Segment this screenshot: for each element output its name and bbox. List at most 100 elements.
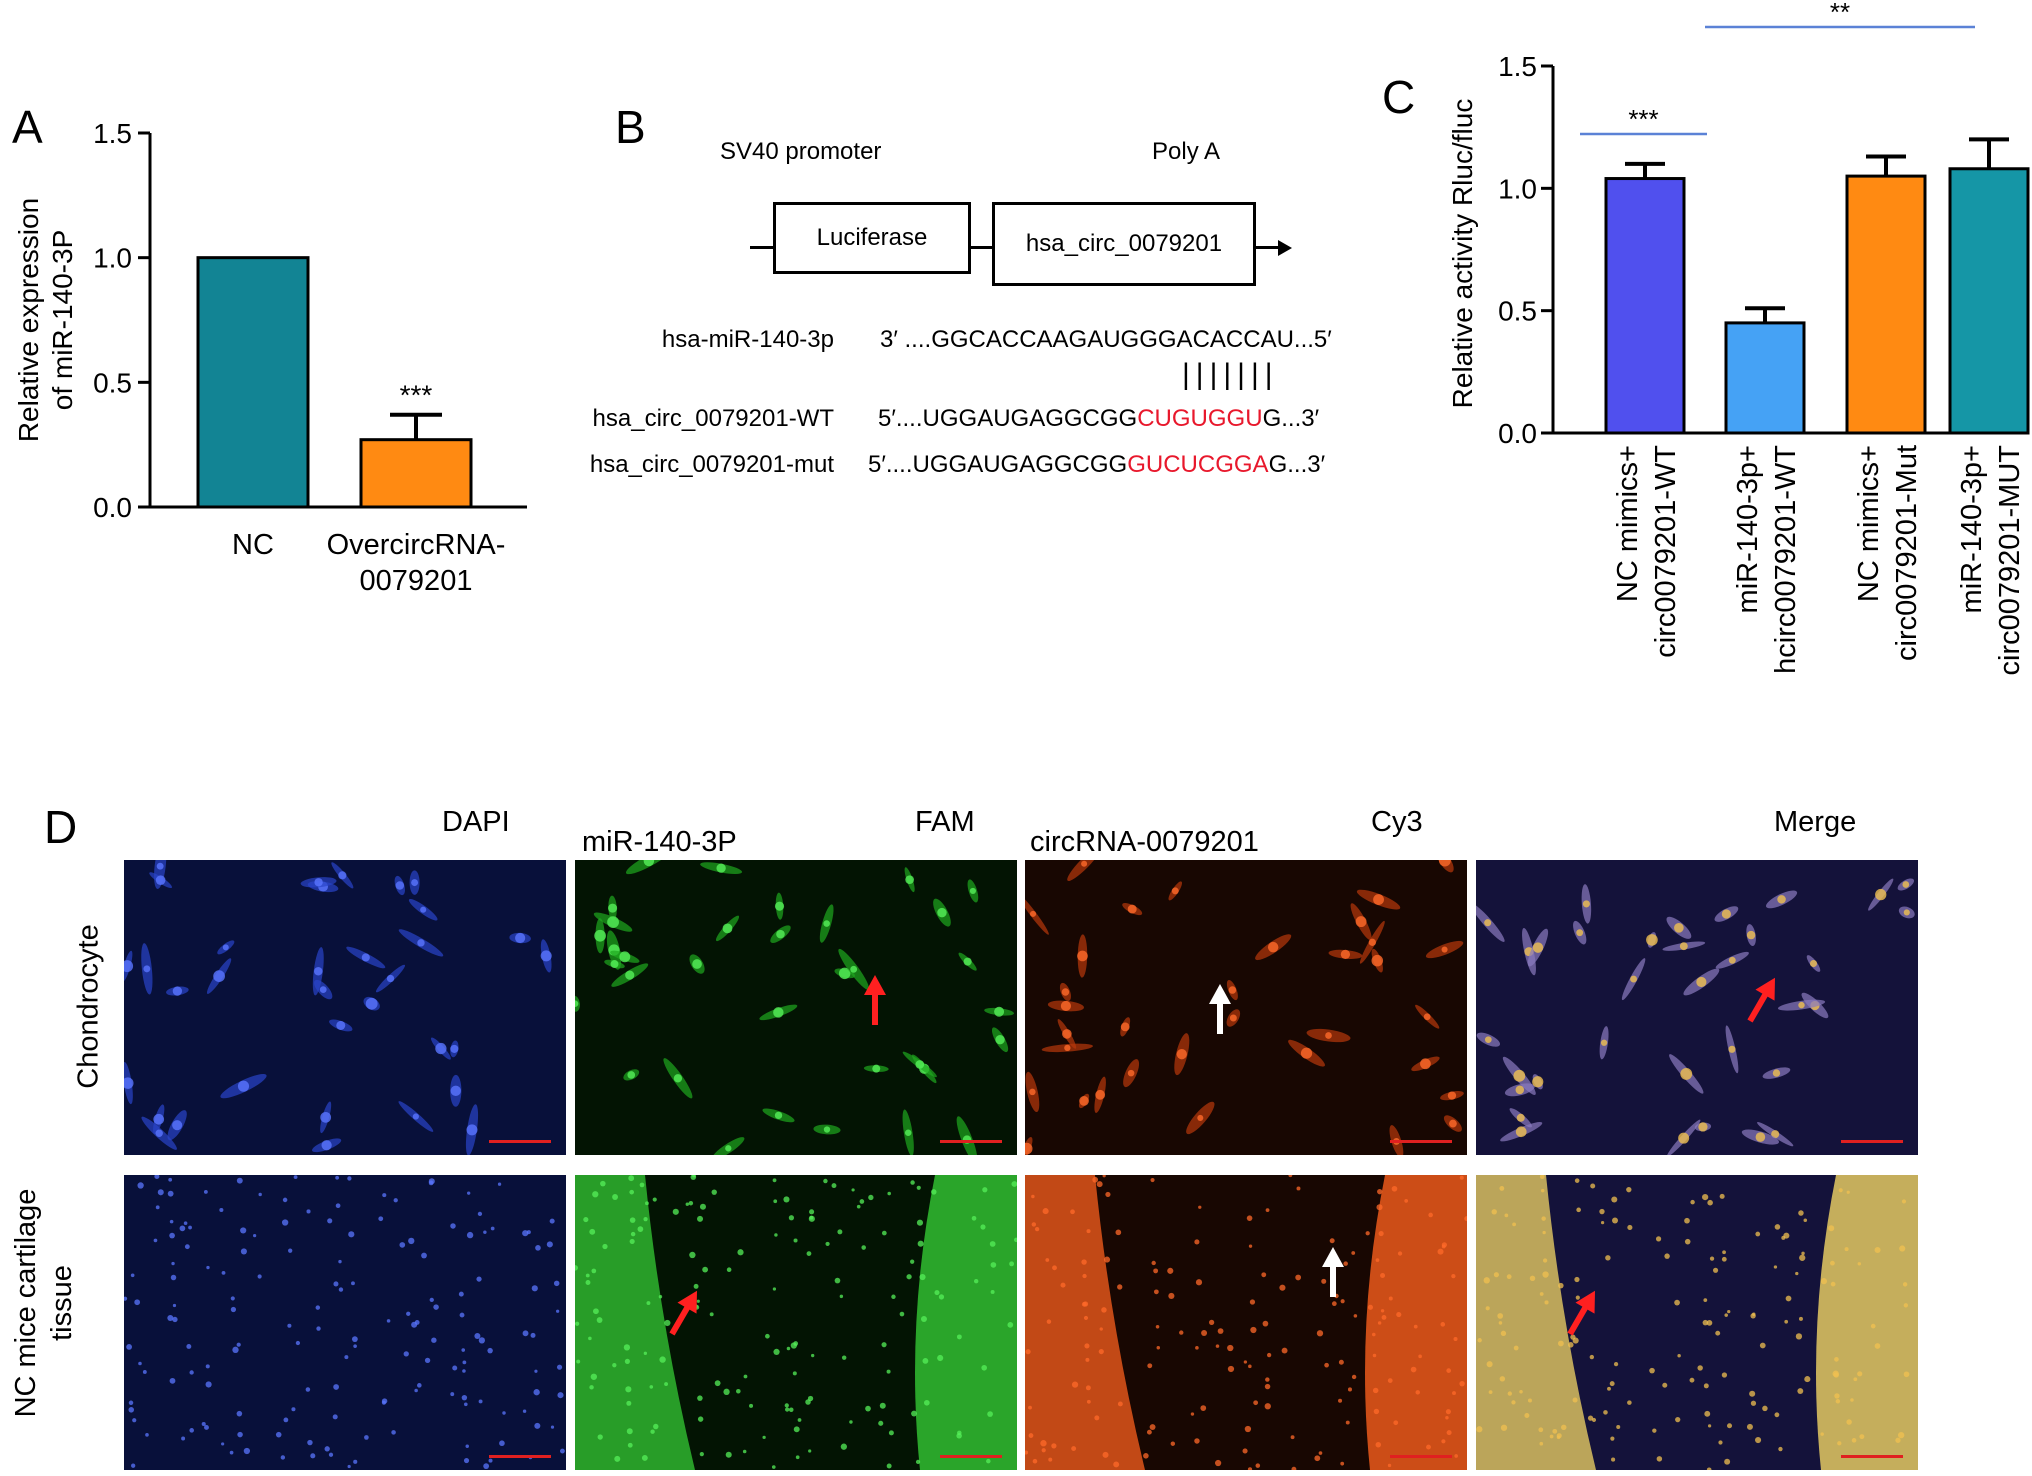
nucleus-dot	[1195, 1279, 1203, 1286]
nucleus-dot	[382, 1193, 387, 1198]
nucleus-dot	[1194, 1438, 1200, 1444]
nucleus-dot	[1613, 1362, 1619, 1367]
nucleus-dot	[1459, 1380, 1465, 1387]
nucleus-dot	[592, 1191, 599, 1198]
nucleus-dot	[1895, 1437, 1901, 1443]
micrograph-canvas	[575, 1175, 1017, 1470]
cell-nucleus	[1698, 1122, 1708, 1132]
nucleus-dot	[205, 1364, 210, 1369]
nucleus-dot	[1070, 1209, 1075, 1215]
nucleus-dot	[591, 1268, 597, 1274]
nucleus-dot	[1343, 1261, 1348, 1266]
nucleus-dot	[1249, 1299, 1256, 1305]
nucleus-dot	[1032, 1458, 1038, 1464]
nucleus-dot	[645, 1201, 649, 1206]
cell-nucleus	[722, 923, 733, 934]
nucleus-dot	[1603, 1410, 1608, 1415]
nucleus-dot	[332, 1414, 338, 1420]
cell-nucleus	[1420, 1058, 1431, 1070]
nucleus-dot	[641, 1454, 648, 1461]
cell-nucleus	[1095, 1089, 1106, 1100]
micrograph-tissue-fam	[575, 1175, 1017, 1470]
cell-nucleus	[643, 860, 655, 867]
nucleus-dot	[1727, 1309, 1731, 1314]
nucleus-dot	[1426, 1444, 1431, 1450]
cell-nucleus	[515, 932, 526, 944]
nucleus-dot	[1834, 1393, 1840, 1399]
nucleus-dot	[737, 1249, 744, 1256]
nucleus-dot	[1200, 1405, 1207, 1411]
nucleus-dot	[1874, 1343, 1881, 1349]
nucleus-dot	[1600, 1221, 1605, 1225]
nucleus-dot	[1347, 1387, 1352, 1392]
nucleus-dot	[1755, 1436, 1762, 1444]
cell-nucleus	[1902, 881, 1910, 888]
nucleus-dot	[1703, 1298, 1708, 1302]
nucleus-dot	[478, 1399, 483, 1404]
y-axis-title-text: Relative activity Rluc/fluc	[1447, 99, 1478, 409]
nucleus-dot	[1684, 1217, 1690, 1224]
nucleus-dot	[1338, 1359, 1344, 1365]
nucleus-dot	[364, 1435, 369, 1440]
nucleus-dot	[1844, 1247, 1849, 1252]
nucleus-dot	[693, 1283, 699, 1289]
x-tick-label: miR-140-3p+ hcirc0079201-WT	[1732, 445, 1802, 674]
nucleus-dot	[765, 1333, 770, 1339]
nucleus-dot	[1774, 1224, 1781, 1230]
cell-nucleus	[1197, 1114, 1204, 1121]
nucleus-dot	[1718, 1440, 1723, 1445]
nucleus-dot	[172, 1316, 178, 1323]
nucleus-dot	[483, 1463, 490, 1470]
nucleus-dot	[237, 1431, 243, 1438]
nucleus-dot	[463, 1457, 470, 1464]
nucleus-dot	[1838, 1188, 1843, 1193]
nucleus-dot	[1795, 1271, 1799, 1276]
cell-nucleus	[1772, 1069, 1781, 1077]
nucleus-dot	[1724, 1458, 1731, 1465]
cell-nucleus	[1371, 954, 1384, 967]
nucleus-dot	[1446, 1430, 1452, 1436]
seq-wt-prefix: 5′....UGGAUGAGGCGG	[878, 405, 1138, 432]
y-tick-label: 0.5	[93, 367, 132, 398]
cell-nucleus	[1229, 1014, 1237, 1022]
nucleus-dot	[773, 1199, 778, 1204]
nucleus-dot	[805, 1399, 811, 1405]
nucleus-dot	[1042, 1208, 1049, 1215]
nucleus-dot	[629, 1217, 636, 1223]
cell-shape	[1025, 893, 1049, 935]
nucleus-dot	[137, 1182, 144, 1189]
cell-nucleus	[1513, 1069, 1526, 1082]
nucleus-dot	[1209, 1319, 1215, 1326]
nucleus-dot	[1702, 1193, 1709, 1201]
cell-nucleus	[1875, 888, 1887, 901]
nucleus-dot	[1052, 1265, 1057, 1271]
cell-nucleus	[336, 1020, 346, 1030]
nucleus-dot	[1803, 1218, 1808, 1222]
nucleus-dot	[316, 1326, 321, 1331]
nucleus-dot	[1552, 1428, 1558, 1434]
nucleus-dot	[1195, 1346, 1199, 1350]
chart-c: 0.0 0.5 1.0 1.5 Relative activity Rluc/fluc N…	[1447, 0, 2030, 675]
nucleus-dot	[1498, 1321, 1503, 1325]
cell-nucleus	[838, 967, 851, 980]
cell-nucleus	[1721, 909, 1731, 919]
nucleus-dot	[1721, 1256, 1727, 1262]
nucleus-dot	[1454, 1454, 1458, 1458]
nucleus-dot	[534, 1422, 541, 1429]
nucleus-dot	[1085, 1385, 1091, 1391]
nucleus-dot	[1529, 1275, 1536, 1282]
nucleus-dot	[784, 1407, 790, 1412]
nucleus-dot	[1372, 1387, 1379, 1394]
nucleus-dot	[1702, 1319, 1709, 1326]
cell-nucleus	[607, 916, 619, 928]
cell-nucleus	[716, 863, 726, 873]
cell-nucleus	[872, 1064, 881, 1073]
nucleus-dot	[293, 1175, 298, 1180]
nucleus-dot	[1376, 1204, 1383, 1211]
nucleus-dot	[128, 1400, 134, 1406]
micrograph-chondrocyte-merge	[1476, 860, 1918, 1155]
nucleus-dot	[556, 1309, 560, 1313]
seq-mut-site: GUCUCGGA	[1127, 451, 1269, 478]
nucleus-dot	[1773, 1265, 1778, 1269]
construct-diagram: SV40 promoter Poly A Luciferase hsa_circ…	[570, 120, 1390, 500]
